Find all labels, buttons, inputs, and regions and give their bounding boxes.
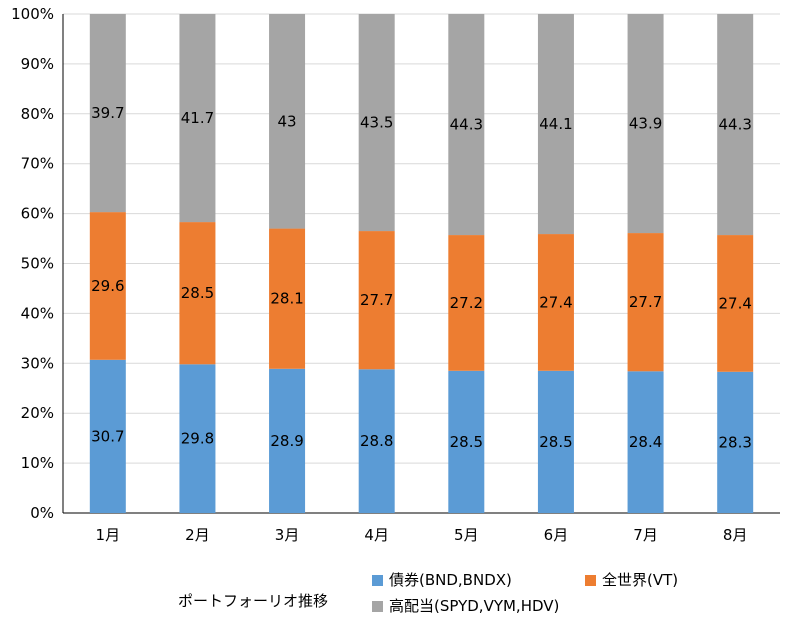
legend-label-high-dividend: 高配当(SPYD,VYM,HDV) [389,597,560,615]
bar-segment [448,235,485,371]
bar-segment [717,371,754,513]
legend-swatch-bonds [372,575,383,586]
data-label: 39.7 [91,104,124,122]
bar-segment [89,359,126,513]
bar-segment [537,14,574,235]
y-tick-label: 50% [21,255,54,273]
data-label: 27.2 [450,294,483,312]
bar-segment [269,228,306,369]
data-label: 41.7 [181,109,214,127]
y-tick-label: 0% [30,504,54,522]
data-label: 29.6 [91,277,124,295]
data-label: 27.7 [360,291,393,309]
x-tick-label: 6月 [544,526,569,544]
bar-segment [358,231,395,370]
data-label: 28.8 [360,432,393,450]
x-tick-label: 8月 [723,526,748,544]
data-label: 28.5 [450,433,483,451]
bar-segment [537,234,574,371]
bar-segment [89,14,126,213]
legend-title: ポートフォーリオ推移 [178,592,329,610]
y-tick-label: 100% [11,5,54,23]
x-tick-label: 4月 [364,526,389,544]
legend-item-world: 全世界(VT) [585,569,678,590]
data-label: 27.4 [539,293,572,311]
data-label: 28.1 [270,290,303,308]
legend-swatch-high-dividend [372,601,383,612]
x-tick-label: 1月 [96,526,121,544]
bar-segment [269,14,306,229]
x-tick-label: 7月 [633,526,658,544]
bar-segment [269,368,306,513]
bar-segment [717,235,754,372]
data-label: 28.5 [539,433,572,451]
data-label: 43.9 [629,115,662,133]
data-label: 27.4 [718,294,751,312]
y-tick-label: 10% [21,454,54,472]
legend-label-bonds: 債券(BND,BNDX) [389,571,512,589]
data-label: 30.7 [91,427,124,445]
legend-swatch-world [585,575,596,586]
legend-item-bonds: 債券(BND,BNDX) [372,569,512,590]
data-label: 44.3 [718,116,751,134]
data-label: 43 [278,112,297,130]
y-tick-label: 20% [21,404,54,422]
data-label: 44.1 [539,115,572,133]
data-label: 43.5 [360,114,393,132]
bar-segment [448,14,485,236]
bar-segment [179,14,216,223]
bar-segment [627,233,664,372]
bar-segment [627,371,664,513]
bar-segment [179,364,216,513]
y-tick-label: 90% [21,55,54,73]
bar-segment [627,14,664,234]
bar-segment [537,370,574,513]
y-tick-label: 60% [21,205,54,223]
data-label: 44.3 [450,116,483,134]
bar-segment [358,14,395,232]
y-tick-label: 70% [21,155,54,173]
legend-item-high-dividend: 高配当(SPYD,VYM,HDV) [372,595,559,616]
data-label: 28.4 [629,433,662,451]
data-label: 28.3 [718,433,751,451]
data-label: 28.9 [270,432,303,450]
bar-segment [89,212,126,360]
data-label: 27.7 [629,293,662,311]
y-tick-label: 40% [21,304,54,322]
x-tick-label: 3月 [275,526,300,544]
bar-segment [448,370,485,513]
y-tick-label: 80% [21,105,54,123]
data-label: 29.8 [181,430,214,448]
bar-segment [179,222,216,365]
x-tick-label: 2月 [185,526,210,544]
data-label: 28.5 [181,284,214,302]
bar-segment [717,14,754,236]
x-tick-label: 5月 [454,526,479,544]
bar-segment [358,369,395,513]
y-tick-label: 30% [21,354,54,372]
legend-label-world: 全世界(VT) [602,571,679,589]
